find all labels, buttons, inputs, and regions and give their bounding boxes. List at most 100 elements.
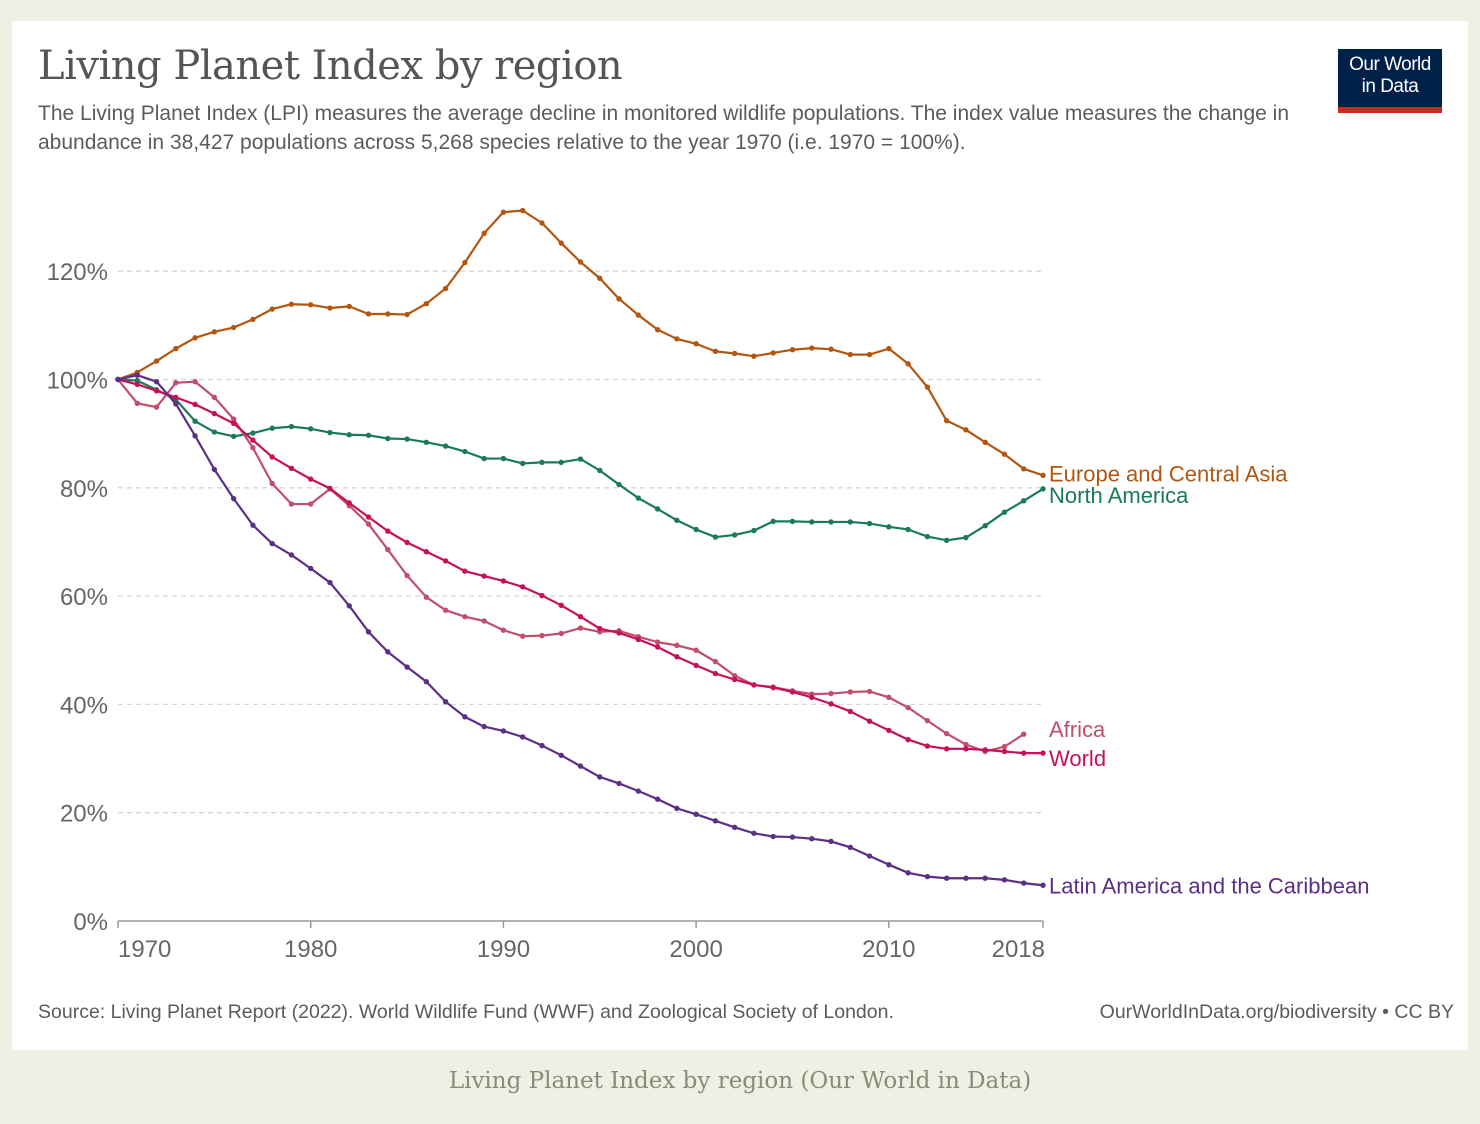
data-point	[1040, 882, 1046, 888]
data-point	[423, 548, 430, 555]
data-point	[1001, 509, 1008, 515]
data-point	[269, 306, 275, 312]
data-point	[693, 526, 699, 533]
x-tick-label: 2010	[862, 936, 915, 963]
data-point	[789, 834, 796, 840]
image-caption: Living Planet Index by region (Our World…	[448, 1068, 1032, 1094]
data-point	[751, 527, 757, 534]
data-point	[1001, 877, 1008, 883]
data-point	[327, 305, 333, 311]
data-point	[230, 433, 237, 440]
data-point	[365, 432, 372, 438]
data-point	[982, 875, 988, 881]
data-point	[423, 594, 430, 600]
data-point	[365, 629, 372, 635]
data-point	[192, 433, 198, 439]
data-point	[539, 592, 545, 599]
data-point	[269, 480, 275, 487]
data-point	[943, 417, 950, 424]
data-point	[269, 425, 275, 431]
data-point	[442, 607, 449, 613]
data-point	[693, 662, 699, 669]
data-point	[519, 734, 526, 740]
data-point	[616, 630, 622, 636]
y-tick-label: 20%	[60, 801, 108, 828]
data-point	[847, 351, 853, 358]
data-point	[751, 353, 757, 359]
data-point	[943, 746, 950, 752]
data-point	[442, 285, 449, 292]
data-point	[423, 439, 430, 446]
data-point	[519, 460, 526, 467]
source-note: Source: Living Planet Report (2022). Wor…	[38, 1001, 894, 1023]
data-point	[828, 519, 834, 525]
chart-subtitle: The Living Planet Index (LPI) measures t…	[38, 102, 1290, 154]
series-label: Latin America and the Caribbean	[1049, 873, 1369, 898]
data-point	[404, 539, 410, 546]
data-point	[539, 632, 545, 639]
series-line	[117, 209, 1044, 477]
y-tick-label: 40%	[60, 692, 108, 719]
data-point	[905, 361, 911, 367]
data-point	[385, 649, 391, 655]
data-point	[886, 524, 892, 530]
data-point	[211, 429, 218, 435]
data-point	[597, 774, 603, 780]
data-point	[924, 533, 931, 540]
y-tick-label: 80%	[60, 476, 108, 503]
data-point	[886, 345, 892, 352]
data-point	[866, 688, 873, 695]
data-point	[751, 682, 757, 688]
data-point	[230, 324, 237, 331]
data-point	[462, 714, 468, 720]
x-tick-label: 1970	[118, 936, 171, 963]
data-point	[404, 572, 410, 579]
data-point	[153, 358, 160, 364]
data-point	[789, 347, 796, 353]
data-point	[442, 698, 449, 705]
data-point	[847, 689, 853, 695]
data-point	[1001, 743, 1008, 750]
y-tick-label: 60%	[60, 584, 108, 611]
data-point	[134, 377, 140, 384]
data-point	[481, 230, 487, 236]
data-point	[115, 376, 121, 383]
data-point	[731, 673, 738, 679]
owid-logo[interactable]: Our World in Data	[1338, 49, 1442, 113]
data-point	[211, 394, 218, 401]
data-point	[462, 613, 468, 620]
data-point	[1040, 750, 1046, 756]
data-point	[866, 853, 873, 859]
data-point	[519, 633, 526, 639]
data-point	[963, 741, 969, 748]
license-link[interactable]: OurWorldInData.org/biodiversity • CC BY	[1099, 1001, 1454, 1023]
data-point	[654, 796, 661, 802]
data-point	[539, 220, 545, 226]
data-point	[481, 573, 487, 579]
data-point	[346, 303, 352, 310]
data-point	[712, 348, 719, 355]
data-point	[519, 584, 526, 590]
data-point	[809, 835, 815, 842]
data-point	[173, 394, 179, 401]
data-point	[1021, 750, 1027, 756]
data-point	[192, 401, 198, 408]
data-point	[519, 207, 526, 214]
y-tick-label: 100%	[47, 368, 108, 395]
data-point	[866, 520, 873, 527]
data-point	[385, 528, 391, 534]
data-point	[153, 388, 160, 394]
data-point	[462, 568, 468, 574]
series-label: Africa	[1049, 717, 1106, 742]
data-point	[809, 694, 815, 701]
data-point	[385, 311, 391, 317]
data-point	[577, 259, 584, 265]
series-label: Europe and Central Asia	[1049, 461, 1288, 486]
data-point	[153, 378, 160, 385]
data-point	[828, 690, 834, 697]
data-point	[905, 870, 911, 876]
data-point	[288, 501, 295, 507]
data-point	[173, 401, 179, 407]
data-point	[886, 727, 892, 734]
data-point	[269, 454, 275, 460]
